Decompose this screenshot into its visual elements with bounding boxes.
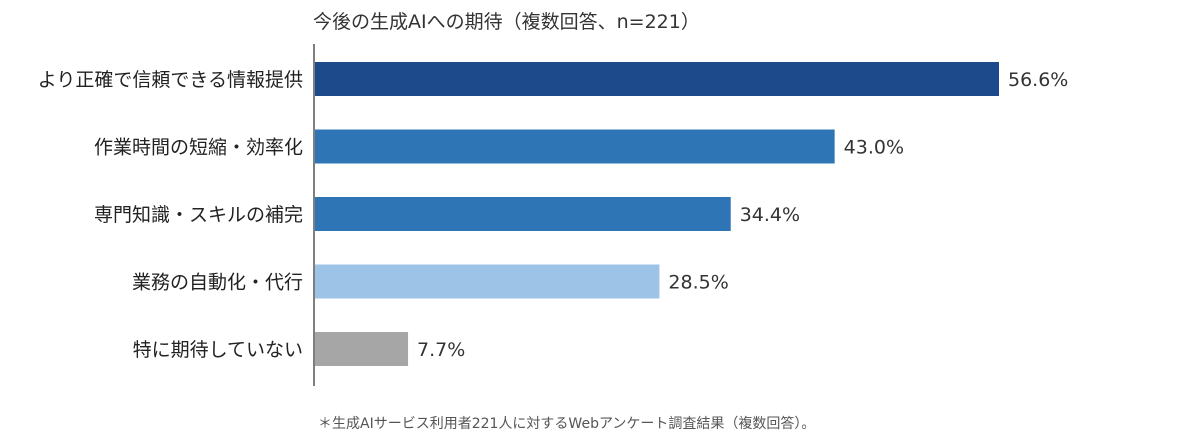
chart-title: 今後の生成AIへの期待（複数回答、n=221）: [313, 11, 700, 33]
bar-3: [315, 197, 731, 231]
footnote: ＊生成AIサービス利用者221人に対するWebアンケート調査結果（複数回答）。: [318, 415, 815, 432]
bar-1: [315, 62, 999, 96]
value-label-3: 34.4%: [740, 204, 800, 226]
value-label-1: 56.6%: [1008, 69, 1068, 91]
value-label-5: 7.7%: [417, 339, 465, 361]
bar-2: [315, 129, 835, 164]
value-label-2: 43.0%: [844, 137, 904, 159]
category-label-3: 専門知識・スキルの補完: [94, 204, 303, 226]
category-label-5: 特に期待していない: [133, 339, 303, 361]
bar-5: [315, 332, 409, 366]
category-label-2: 作業時間の短縮・効率化: [94, 137, 303, 159]
category-label-4: 業務の自動化・代行: [132, 272, 303, 294]
bars-group: より正確で信頼できる情報提供 56.6% 作業時間の短縮・効率化 43.0% 専門知識・…: [38, 62, 1068, 366]
value-label-4: 28.5%: [668, 272, 728, 294]
bar-4: [315, 264, 660, 299]
category-label-1: より正確で信頼できる情報提供: [38, 69, 303, 91]
